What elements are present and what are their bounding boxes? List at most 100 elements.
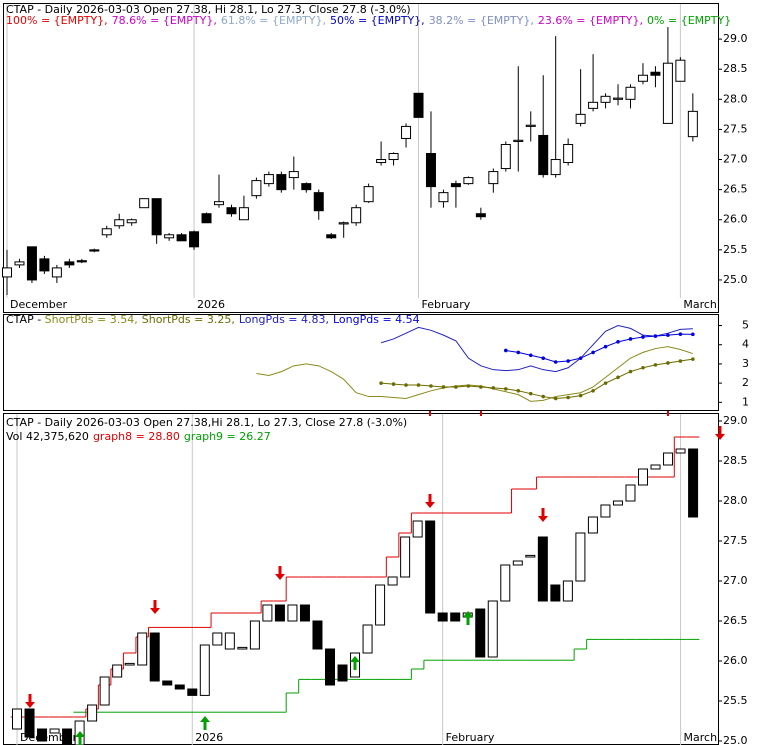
x-tick-label: December xyxy=(10,298,68,311)
indicator-point xyxy=(504,348,508,353)
indicator-point xyxy=(641,365,645,370)
candle-body xyxy=(638,468,648,486)
indicator-point xyxy=(441,385,446,389)
indicator-point xyxy=(466,384,471,388)
candle-body xyxy=(199,644,210,696)
candle-body xyxy=(363,186,374,203)
candle-body xyxy=(288,171,299,179)
x-tick-label: March xyxy=(683,298,717,311)
x-tick-label: 2026 xyxy=(195,731,223,744)
indicator-point xyxy=(566,359,570,363)
candle-body xyxy=(688,448,699,518)
panel: December 2026 February March 25.0 25.5 26.0 26.… xyxy=(2,3,748,311)
y-tick-label: 26.5 xyxy=(723,614,748,627)
y-tick-label: 4 xyxy=(742,338,749,351)
y-tick-label: 1 xyxy=(742,395,749,408)
sell-arrow xyxy=(150,600,160,614)
candle-body xyxy=(64,261,75,266)
candle-body xyxy=(76,260,87,263)
legend-entry: LongPds = 4.54 xyxy=(333,313,420,326)
candle-body xyxy=(562,580,573,602)
legend-entry: 78.6% = {EMPTY}, xyxy=(112,14,217,27)
candle-body xyxy=(126,219,137,224)
candle-body xyxy=(625,484,636,502)
legend-entry: 61.8% = {EMPTY}, xyxy=(221,14,326,27)
candle-body xyxy=(313,192,324,212)
y-tick-label: 25.5 xyxy=(723,243,748,256)
indicator-line xyxy=(505,333,693,363)
indicator-point xyxy=(516,350,521,355)
candle-body xyxy=(162,680,173,686)
candle-body xyxy=(400,536,411,578)
candle-body xyxy=(525,554,536,558)
candle-body xyxy=(412,520,423,538)
candle-body xyxy=(525,124,536,127)
indicator-point xyxy=(479,385,483,389)
indicator-point xyxy=(628,369,633,374)
panel-title: CTAP - Daily 2026-03-03 Open 27.38,Hi 28… xyxy=(6,416,407,429)
candle-body xyxy=(176,234,187,242)
candle-body xyxy=(437,612,448,622)
candle-body xyxy=(312,620,323,650)
candle-body xyxy=(387,576,398,586)
indicator-line xyxy=(380,324,693,373)
candle-body xyxy=(425,520,436,614)
buy-arrow xyxy=(350,656,360,670)
panel-title: CTAP - Daily 2026-03-03 Open 27.38, Hi 2… xyxy=(6,3,411,16)
indicator-point xyxy=(653,363,658,367)
candle-body xyxy=(274,604,285,622)
y-tick-label: 5 xyxy=(742,319,749,332)
buy-arrow xyxy=(200,716,210,730)
indicator-point xyxy=(541,356,546,360)
y-tick-label: 27.5 xyxy=(723,122,748,135)
legend-entry: 100% = {EMPTY}, xyxy=(6,14,108,27)
candle-body xyxy=(637,74,648,82)
candle-body xyxy=(276,174,287,191)
candle-body xyxy=(338,222,349,225)
candle-body xyxy=(537,536,548,602)
candle-body xyxy=(613,97,624,100)
candle-body xyxy=(450,612,461,622)
candle-body xyxy=(512,560,523,566)
buy-arrows xyxy=(75,611,473,745)
y-tick-label: 2 xyxy=(742,376,749,389)
indicator-point xyxy=(528,391,533,396)
title: CTAP - xyxy=(6,313,45,326)
candle-body xyxy=(612,500,623,506)
sell-arrow xyxy=(25,694,35,708)
candle-body xyxy=(650,464,661,470)
legend-entry: ShortPds = 3.54, xyxy=(45,313,138,326)
candle-body xyxy=(675,448,686,454)
legend-entry: 38.2% = {EMPTY}, xyxy=(429,14,534,27)
indicator-point xyxy=(628,337,633,341)
y-tick-label: 26.5 xyxy=(723,183,748,196)
candle-body xyxy=(550,584,561,602)
candle-body xyxy=(213,201,224,206)
indicator-point xyxy=(678,332,683,336)
candle-body xyxy=(550,159,561,176)
indicator-point xyxy=(691,332,695,337)
indicator-point xyxy=(553,360,558,364)
candle-body xyxy=(251,180,262,197)
candle-body xyxy=(137,632,148,666)
candle-body xyxy=(51,267,62,278)
candle-body xyxy=(189,231,200,248)
candle-body xyxy=(488,171,499,185)
indicator-point xyxy=(591,389,595,393)
indicator-line xyxy=(381,358,693,399)
indicator-point xyxy=(641,335,645,339)
candle-body xyxy=(500,564,511,602)
candle-body xyxy=(237,646,248,650)
candle-body xyxy=(401,125,412,139)
candle-body xyxy=(139,198,150,209)
candle-body xyxy=(112,664,123,678)
legend-entry: graph9 = 26.27 xyxy=(184,430,271,443)
candle-body xyxy=(487,600,498,658)
y-tick-label: 28.0 xyxy=(723,494,748,507)
candle-body xyxy=(114,219,125,227)
candle-body xyxy=(475,213,486,218)
volume: Vol 42,375,620 xyxy=(6,430,89,443)
candle-body xyxy=(201,213,212,224)
candle-body xyxy=(101,228,112,236)
